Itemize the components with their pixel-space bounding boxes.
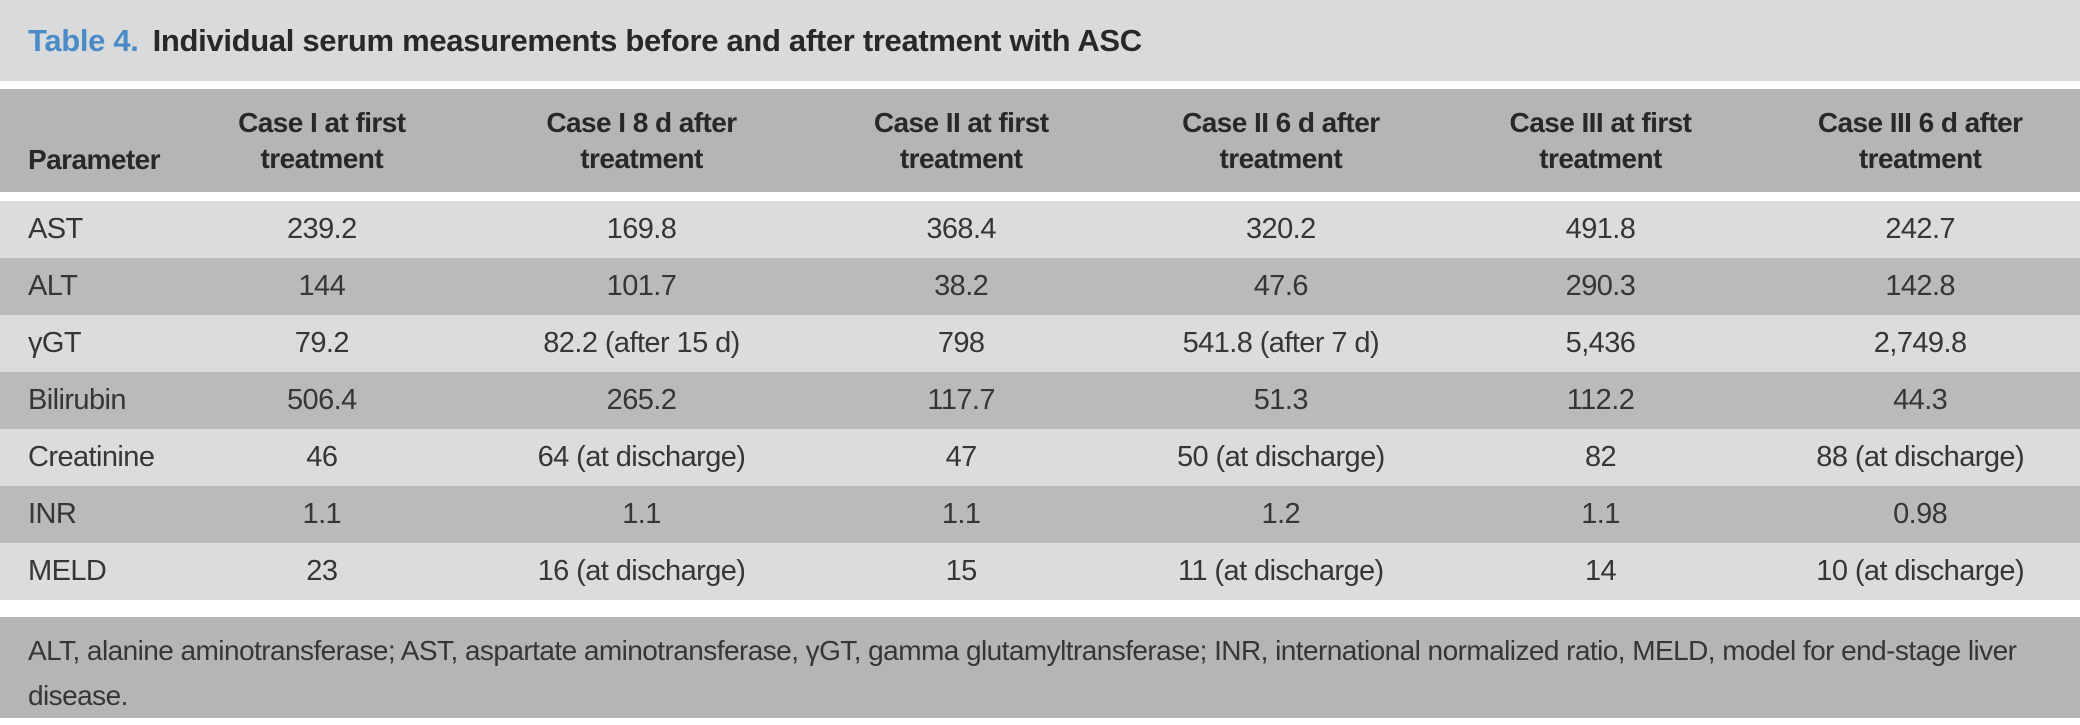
table-cell: 23 [306, 554, 338, 587]
table-cell: 290.3 [1565, 269, 1636, 302]
table-cell: 541.8 (after 7 d) [1182, 326, 1380, 359]
separator [0, 599, 2080, 618]
table-cell: 1.1 [941, 497, 981, 530]
table-cell: 82 [1584, 440, 1617, 473]
table-cell: 44.3 [1893, 383, 1948, 416]
table-cell: 64 (at discharge) [537, 440, 746, 473]
column-header-line: treatment [580, 142, 703, 174]
table-cell: 46 [306, 440, 338, 473]
column-header-case3-after: Case III 6 d after treatment [1760, 105, 2080, 177]
table-cell: 242.7 [1885, 212, 1955, 245]
table-cell: 320.2 [1245, 212, 1316, 245]
table-cell: 798 [937, 326, 985, 359]
row-label: γGT [28, 326, 82, 359]
table-title: Individual serum measurements before and… [152, 22, 1143, 58]
row-label: Creatinine [28, 440, 155, 473]
table-cell: 239.2 [286, 212, 357, 245]
table-cell: 38.2 [934, 269, 989, 302]
table-row-bilirubin: Bilirubin 506.4 265.2 117.7 51.3 112.2 4… [0, 371, 2080, 429]
row-label: ALT [28, 269, 78, 302]
table-caption: Table 4. Individual serum measurements b… [0, 0, 2080, 82]
column-header-case1-after: Case I 8 d after treatment [482, 105, 802, 177]
row-label: INR [28, 497, 77, 530]
table-cell: 11 (at discharge) [1178, 554, 1384, 587]
table-cell: 88 (at discharge) [1816, 440, 2025, 473]
column-header-line: treatment [1858, 142, 1982, 174]
table-cell: 10 (at discharge) [1816, 554, 2025, 587]
row-label: MELD [28, 554, 107, 587]
table-cell: 79.2 [294, 326, 350, 359]
column-header-line: Case III at first [1509, 106, 1692, 138]
table-cell: 1.1 [622, 497, 661, 530]
table-cell: 2,749.8 [1873, 326, 1967, 359]
column-header-line: Case I 8 d after [546, 106, 737, 138]
table-cell: 491.8 [1565, 212, 1636, 245]
table-row-meld: MELD 23 16 (at discharge) 15 11 (at disc… [0, 542, 2080, 600]
table-number-label: Table 4. [28, 22, 139, 58]
table-cell: 82.2 (after 15 d) [543, 326, 740, 359]
table-cell: 368.4 [926, 212, 996, 245]
table-row-ast: AST 239.2 169.8 368.4 320.2 491.8 242.7 [0, 200, 2080, 258]
table-row-alt: ALT 144 101.7 38.2 47.6 290.3 142.8 [0, 257, 2080, 315]
table-cell: 169.8 [606, 212, 677, 245]
table-cell: 14 [1584, 554, 1617, 587]
table-footnote: ALT, alanine aminotransferase; AST, aspa… [0, 617, 2080, 719]
table-row-creatinine: Creatinine 46 64 (at discharge) 47 50 (a… [0, 428, 2080, 486]
separator [0, 81, 2080, 90]
table-row-inr: INR 1.1 1.1 1.1 1.2 1.1 0.98 [0, 485, 2080, 543]
table-cell: 47.6 [1253, 269, 1309, 302]
separator [0, 192, 2080, 201]
table-cell: 1.2 [1261, 497, 1301, 530]
table-cell: 47 [945, 440, 978, 473]
column-header-case2-after: Case II 6 d after treatment [1121, 105, 1441, 177]
table-cell: 51.3 [1253, 383, 1309, 416]
column-header-case1-first: Case I at first treatment [162, 105, 482, 177]
table-cell: 506.4 [286, 383, 357, 416]
column-header-line: Case I at first [238, 106, 406, 138]
column-header-line: Case III 6 d after [1817, 106, 2023, 138]
table-cell: 265.2 [606, 383, 677, 416]
column-header-line: Case II at first [873, 106, 1049, 138]
column-header-line: Case II 6 d after [1182, 106, 1380, 138]
table-cell: 144 [298, 269, 346, 302]
separator [0, 718, 2080, 725]
table-header-row: Parameter Case I at first treatment Case… [0, 89, 2080, 193]
column-header-case3-first: Case III at first treatment [1441, 105, 1761, 177]
table-cell: 101.7 [606, 269, 677, 302]
column-header-line: treatment [899, 142, 1023, 174]
table-cell: 15 [945, 554, 978, 587]
column-header-line: treatment [1219, 142, 1343, 174]
table-cell: 142.8 [1885, 269, 1955, 302]
column-header-case2-first: Case II at first treatment [801, 105, 1121, 177]
row-label: AST [28, 212, 83, 245]
table-row-ggt: γGT 79.2 82.2 (after 15 d) 798 541.8 (af… [0, 314, 2080, 372]
table-cell: 0.98 [1893, 497, 1948, 530]
table-cell: 1.1 [1581, 497, 1620, 530]
table-cell: 112.2 [1566, 383, 1635, 416]
column-header-line: treatment [260, 142, 384, 174]
table-cell: 5,436 [1565, 326, 1636, 359]
table-cell: 50 (at discharge) [1176, 440, 1385, 473]
row-label: Bilirubin [28, 383, 127, 416]
column-header-parameter: Parameter [28, 144, 161, 176]
table-cell: 1.1 [302, 497, 342, 530]
table-cell: 16 (at discharge) [537, 554, 746, 587]
table-cell: 117.7 [927, 383, 995, 416]
column-header-line: treatment [1539, 142, 1662, 174]
